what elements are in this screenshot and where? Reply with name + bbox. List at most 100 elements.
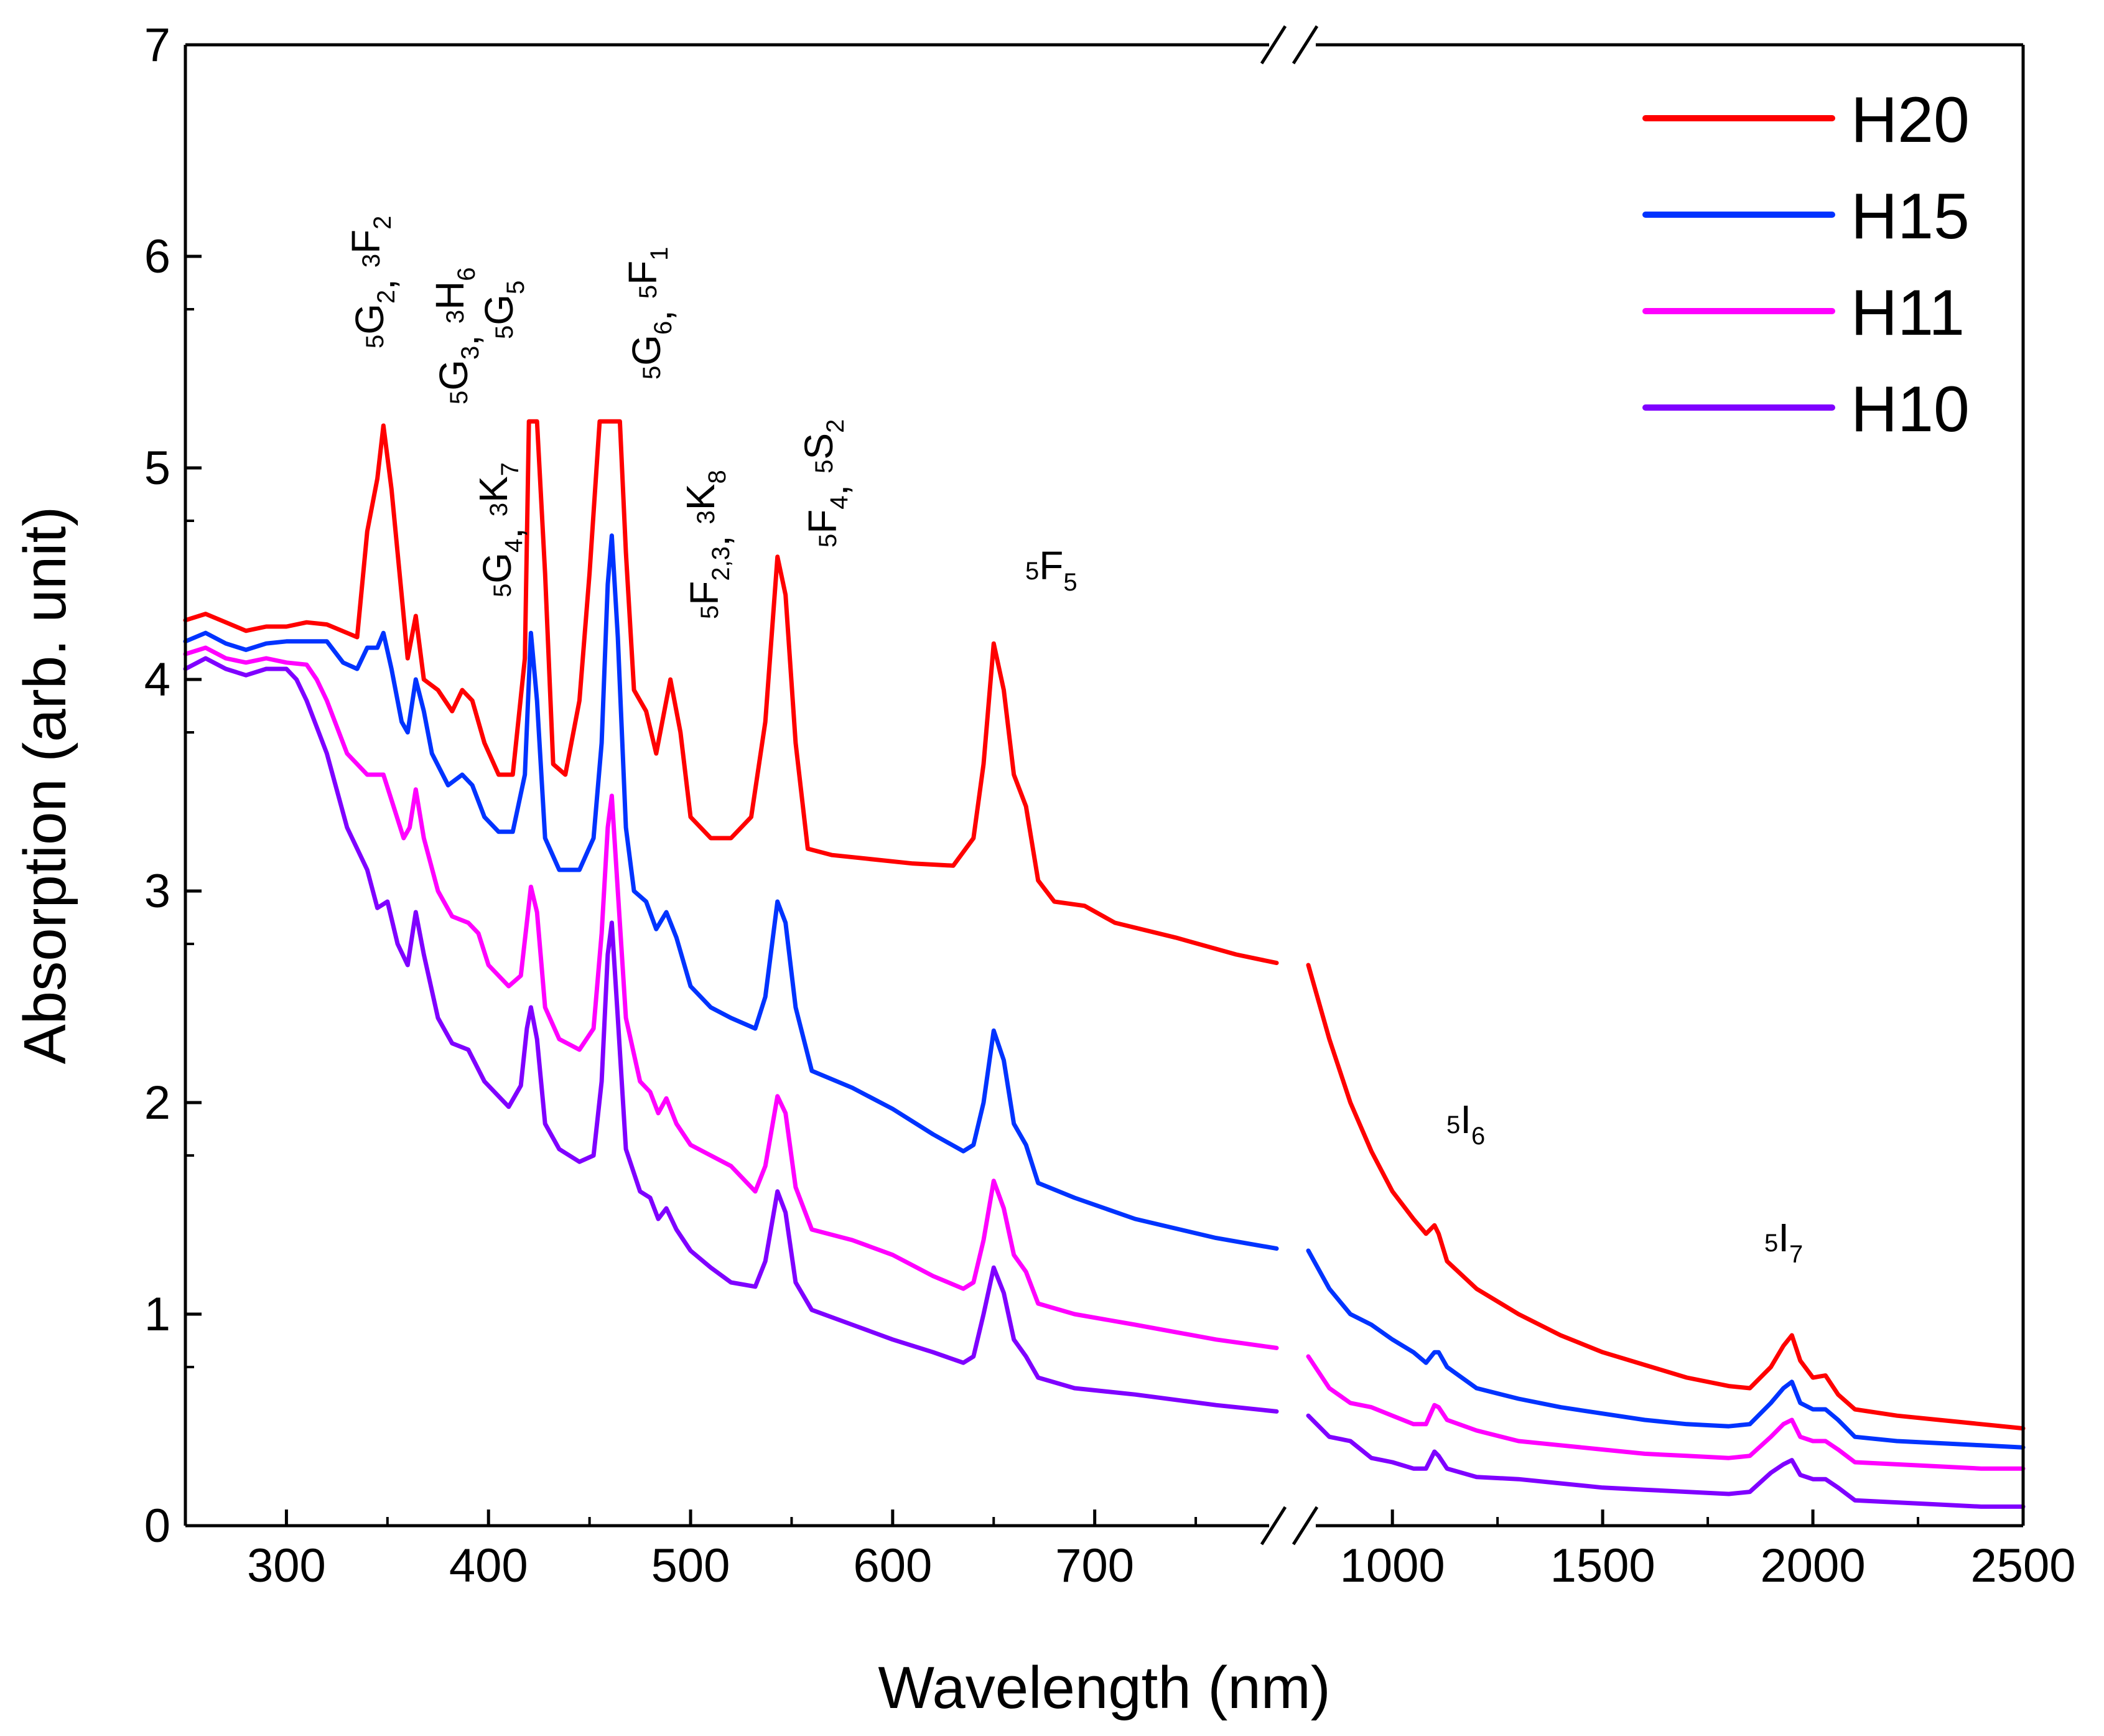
annotation-8: 5F5 — [1025, 543, 1078, 596]
annotation-part: F — [343, 230, 388, 254]
x-tick-label: 300 — [247, 1539, 326, 1592]
series-h10 — [183, 656, 2026, 1509]
y-tick-label: 6 — [144, 230, 170, 283]
series-line-h20-part2 — [1306, 963, 2026, 1431]
annotation-part: , — [693, 524, 738, 546]
axis-break-bottom-2 — [1292, 1506, 1319, 1546]
x-tick-label: 2500 — [1970, 1539, 2075, 1592]
x-tick-label: 400 — [449, 1539, 528, 1592]
annotation-part: 5 — [361, 335, 389, 348]
y-tick-label: 4 — [144, 653, 170, 706]
series-layer — [183, 419, 2026, 1509]
annotation-part: 3 — [358, 254, 385, 268]
y-tick-label: 0 — [144, 1500, 170, 1552]
annotation-part: 5 — [635, 285, 662, 299]
annotation-part: S — [796, 433, 841, 460]
annotation-4: 5G5 — [477, 281, 529, 339]
series-line-h15-part1 — [183, 533, 1279, 1251]
legend-label-h20: H20 — [1851, 84, 1970, 156]
annotation-part: 5 — [1063, 569, 1077, 596]
annotation-part: 7 — [496, 462, 524, 476]
series-h11 — [183, 645, 2026, 1471]
annotation-part: F — [800, 510, 845, 534]
x-tick-label: 2000 — [1761, 1539, 1866, 1592]
legend-label-h15: H15 — [1851, 180, 1970, 253]
annotation-part: F — [620, 261, 665, 285]
x-tick-label: 700 — [1055, 1539, 1134, 1592]
legend-label-h10: H10 — [1851, 373, 1970, 446]
annotation-part: 5 — [811, 460, 838, 474]
annotation-1: 5G2, 3F2 — [343, 216, 403, 348]
annotation-part: K — [471, 476, 516, 503]
annotation-part: G — [477, 294, 521, 325]
series-line-h15-part2 — [1306, 1248, 2026, 1450]
annotation-part: 2 — [822, 419, 849, 433]
x-tick-label: 1500 — [1550, 1539, 1655, 1592]
annotation-part: I — [1460, 1097, 1471, 1142]
series-line-h10-part1 — [183, 656, 1279, 1414]
series-line-h11-part2 — [1306, 1354, 2026, 1471]
legend: H20 H15 H11 H10 — [1642, 84, 1970, 446]
annotation-part: G — [475, 553, 519, 584]
annotation-part: 4 — [826, 495, 853, 509]
series-line-h20-part1 — [183, 419, 1279, 966]
y-tick-label: 7 — [144, 19, 170, 72]
annotation-part: G — [624, 335, 669, 366]
annotation-part: F — [682, 581, 727, 605]
axis-break-top-2 — [1292, 25, 1319, 65]
annotation-part: 5 — [814, 534, 842, 548]
annotation-part: , — [486, 516, 531, 539]
annotation-part: 5 — [1446, 1111, 1460, 1139]
annotation-part: 4 — [500, 539, 528, 553]
legend-label-h11: H11 — [1851, 277, 1965, 349]
annotation-10: 5I7 — [1764, 1215, 1803, 1268]
annotation-part: 5 — [491, 325, 518, 339]
x-tick-label: 1000 — [1340, 1539, 1445, 1592]
x-tick-label: 600 — [853, 1539, 932, 1592]
annotation-7: 5F4, 5S2 — [796, 419, 856, 548]
annotation-part: 5 — [489, 584, 516, 597]
series-line-h11-part1 — [183, 645, 1279, 1350]
y-tick-label: 1 — [144, 1288, 170, 1341]
axis-break-bottom-1 — [1260, 1506, 1287, 1546]
axis-break-top-1 — [1260, 25, 1287, 65]
annotation-part: G — [431, 360, 476, 391]
annotation-part: 5 — [1025, 558, 1039, 585]
annotation-part: K — [678, 484, 723, 511]
y-axis-title: Absorption (arb. unit) — [12, 506, 78, 1064]
annotation-part: 5 — [502, 281, 529, 294]
annotation-part: , — [358, 268, 403, 290]
annotation-part: 3 — [485, 503, 513, 516]
x-tick-label: 500 — [651, 1539, 730, 1592]
annotation-part: 5 — [445, 391, 473, 404]
annotation-part: 6 — [453, 267, 480, 281]
annotation-part: 2 — [373, 290, 400, 304]
annotation-part: 3 — [442, 310, 469, 324]
annotation-part: 7 — [1789, 1241, 1803, 1268]
annotation-part: H — [427, 281, 472, 310]
series-h15 — [183, 533, 2026, 1450]
annotation-part: 1 — [646, 247, 673, 261]
y-tick-label: 3 — [144, 865, 170, 918]
annotation-part: 3 — [457, 346, 484, 360]
annotation-part: 8 — [704, 470, 731, 483]
annotation-9: 5I6 — [1446, 1097, 1485, 1150]
annotation-5: 5G6, 5F1 — [620, 247, 680, 380]
annotation-part: 3 — [692, 510, 720, 524]
annotation-part: 6 — [649, 321, 677, 335]
y-tick-label: 5 — [144, 442, 170, 495]
annotation-3: 5G4, 3K7 — [471, 462, 531, 597]
annotation-part: 5 — [696, 605, 724, 619]
annotation-part: 6 — [1471, 1122, 1485, 1150]
annotation-part: , — [811, 474, 856, 496]
annotation-part: I — [1778, 1215, 1789, 1260]
series-line-h10-part2 — [1306, 1413, 2026, 1509]
series-h20 — [183, 419, 2026, 1431]
annotation-2: 5G3, 3H6 — [427, 267, 487, 404]
annotation-part: G — [347, 304, 392, 335]
annotation-part: F — [1039, 543, 1063, 588]
annotation-part: , — [442, 324, 487, 346]
